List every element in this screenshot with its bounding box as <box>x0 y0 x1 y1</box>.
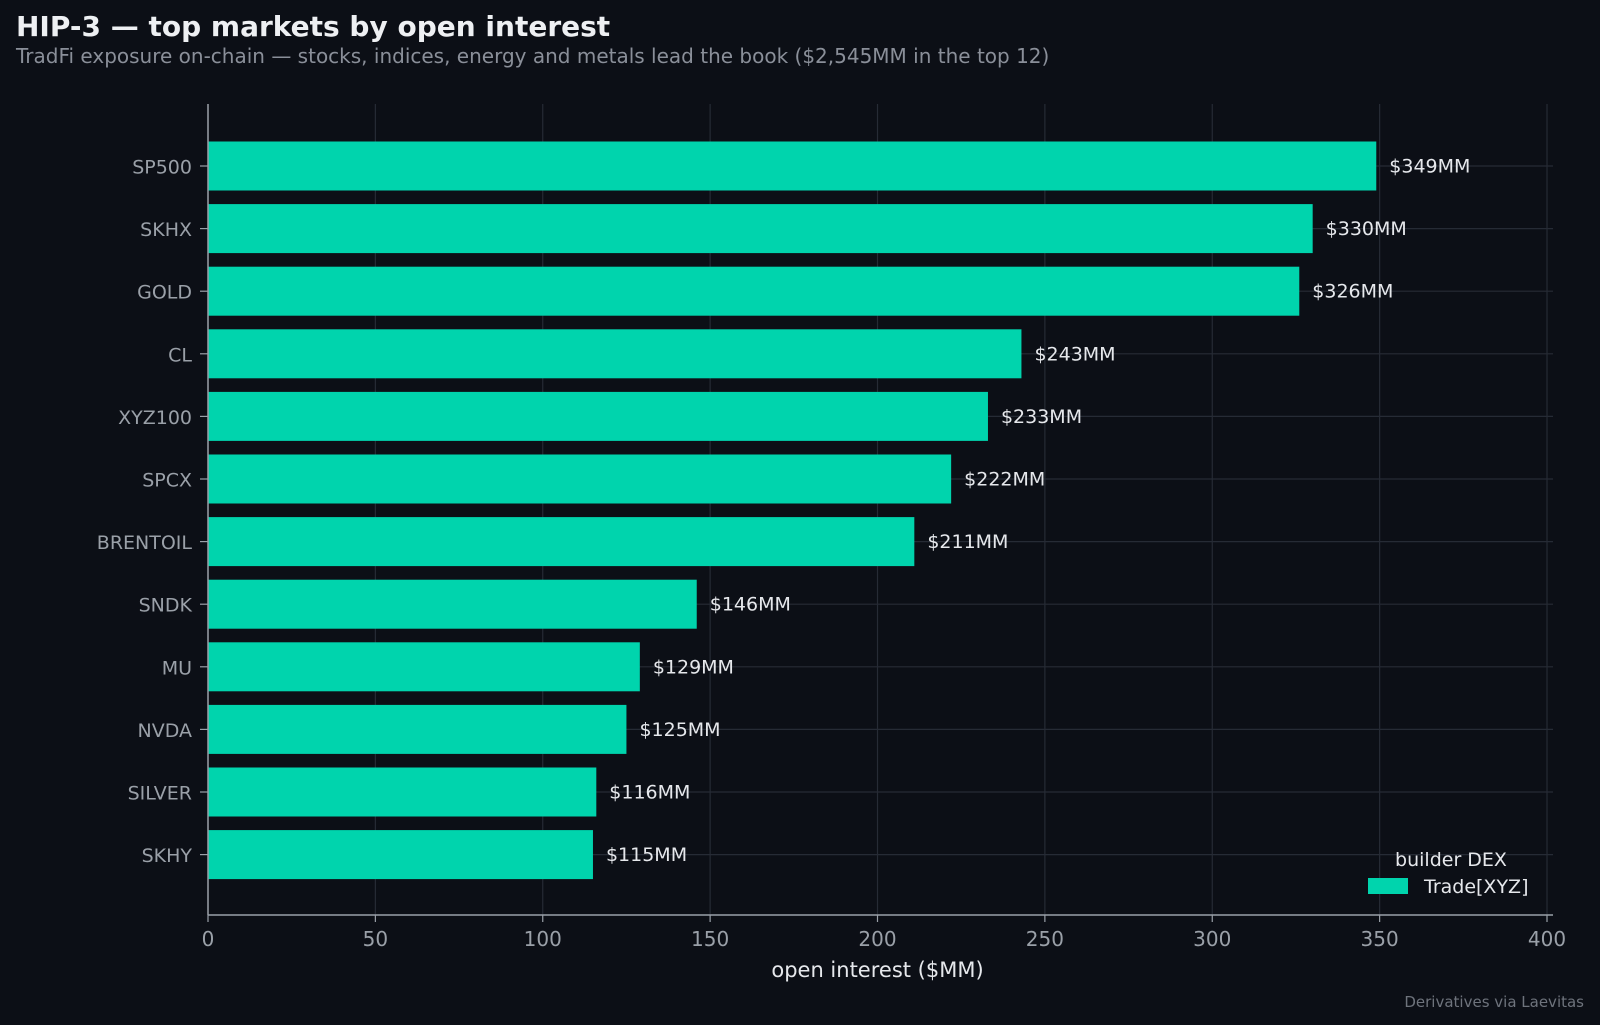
bar-value-label: $222MM <box>964 469 1045 491</box>
chart-subtitle: TradFi exposure on-chain — stocks, indic… <box>16 44 1050 68</box>
bar <box>208 266 1300 316</box>
bar <box>208 579 697 629</box>
y-tick-label: CL <box>168 344 192 366</box>
x-tick-label: 50 <box>363 927 388 951</box>
bar <box>208 454 952 504</box>
bars <box>208 141 1377 880</box>
bar-value-label: $211MM <box>927 531 1008 553</box>
source-credit: Derivatives via Laevitas <box>1404 993 1584 1011</box>
bar <box>208 830 593 880</box>
legend-title: builder DEX <box>1395 849 1507 871</box>
bar-value-label: $330MM <box>1326 218 1407 240</box>
bar <box>208 141 1377 191</box>
y-tick-label: SPCX <box>142 470 192 492</box>
bar <box>208 517 915 567</box>
bar-value-label: $129MM <box>653 656 734 678</box>
bar <box>208 642 640 692</box>
x-tick-label: 100 <box>524 927 562 951</box>
legend-swatch <box>1368 878 1408 894</box>
x-tick-label: 0 <box>202 927 215 951</box>
bar-value-label: $349MM <box>1389 156 1470 178</box>
bar-value-label: $243MM <box>1034 343 1115 365</box>
y-tick-label: GOLD <box>137 282 192 304</box>
y-tick-label: SP500 <box>132 157 192 179</box>
x-axis-label: open interest ($MM) <box>771 958 983 982</box>
y-tick-label: NVDA <box>137 720 192 742</box>
y-tick-label: SKHX <box>140 219 192 241</box>
x-tick-label: 200 <box>858 927 896 951</box>
bar <box>208 767 597 817</box>
bar-value-label: $233MM <box>1001 406 1082 428</box>
x-tick-label: 400 <box>1528 927 1566 951</box>
value-labels: $349MM $330MM $326MM $243MM $233MM $222MM $211… <box>606 156 1470 867</box>
bar-value-label: $115MM <box>606 844 687 866</box>
y-tick-label: SKHY <box>142 845 193 867</box>
bar-value-label: $146MM <box>710 594 791 616</box>
x-tick-label: 300 <box>1193 927 1231 951</box>
bar-value-label: $326MM <box>1312 281 1393 303</box>
chart-title: HIP-3 — top markets by open interest <box>16 10 611 43</box>
legend: builder DEX Trade[XYZ] <box>1368 849 1528 898</box>
bar-value-label: $116MM <box>609 782 690 804</box>
y-tick-label: SNDK <box>139 595 193 617</box>
bar <box>208 391 988 441</box>
bar <box>208 329 1022 379</box>
x-tick-label: 350 <box>1361 927 1399 951</box>
x-tick-label: 250 <box>1026 927 1064 951</box>
bar <box>208 704 627 754</box>
bar-value-label: $125MM <box>639 719 720 741</box>
legend-entry-label: Trade[XYZ] <box>1423 876 1528 898</box>
x-tick-label: 150 <box>691 927 729 951</box>
axes: SP500 SKHX GOLD CL XYZ100 SPCX BRENTOIL SNDK MU N… <box>97 104 1566 982</box>
y-tick-label: XYZ100 <box>118 407 192 429</box>
y-tick-label: MU <box>162 657 192 679</box>
bar <box>208 204 1313 254</box>
y-tick-label: SILVER <box>128 783 192 805</box>
y-tick-label: BRENTOIL <box>97 532 193 554</box>
